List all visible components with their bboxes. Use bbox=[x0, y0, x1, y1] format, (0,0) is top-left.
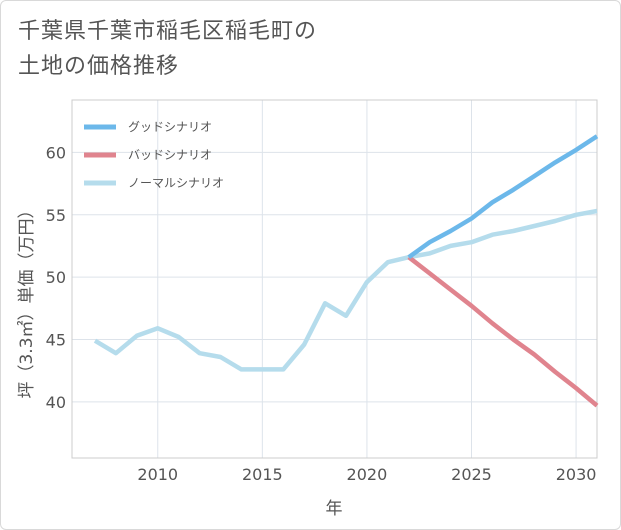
y-tick-label: 50 bbox=[46, 268, 66, 287]
x-axis-ticks: 2010 2015 2020 2025 2030 bbox=[137, 465, 596, 484]
chart-title-line-1: 千葉県千葉市稲毛区稲毛町の bbox=[18, 19, 318, 44]
y-axis-ticks: 40 45 50 55 60 bbox=[46, 143, 66, 411]
series-line-2 bbox=[407, 255, 599, 408]
series-line-3 bbox=[93, 208, 598, 372]
y-axis-title: 坪（3.3㎡）単価（万円） bbox=[17, 201, 37, 398]
chart-title-line-2: 土地の価格推移 bbox=[18, 54, 180, 79]
y-tick-label: 40 bbox=[46, 393, 66, 412]
chart-title: 千葉県千葉市稲毛区稲毛町の 土地の価格推移 bbox=[18, 14, 438, 84]
x-tick-label: 2025 bbox=[451, 465, 492, 484]
series-line-1 bbox=[407, 134, 599, 260]
x-tick-label: 2030 bbox=[556, 465, 597, 484]
x-tick-label: 2010 bbox=[137, 465, 178, 484]
x-tick-label: 2015 bbox=[242, 465, 283, 484]
x-axis-title: 年 bbox=[326, 499, 343, 519]
legend-label: ノーマルシナリオ bbox=[128, 176, 224, 190]
y-tick-label: 60 bbox=[46, 143, 66, 162]
y-tick-label: 45 bbox=[46, 330, 66, 349]
y-tick-label: 55 bbox=[46, 206, 66, 225]
plot-area-border bbox=[71, 99, 598, 459]
legend-label: グッドシナリオ bbox=[128, 120, 212, 134]
legend-label: バッドシナリオ bbox=[128, 148, 212, 162]
series-lines bbox=[93, 134, 599, 408]
x-tick-label: 2020 bbox=[347, 465, 388, 484]
